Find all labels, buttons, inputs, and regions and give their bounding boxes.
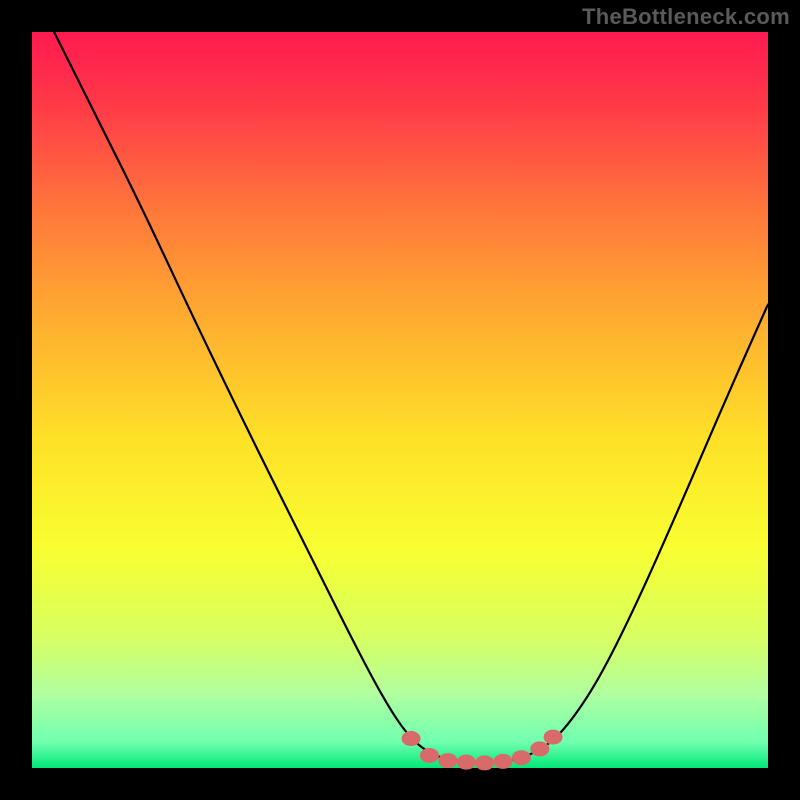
optimal-marker — [439, 754, 457, 768]
chart-container: TheBottleneck.com — [0, 0, 800, 800]
optimal-marker — [531, 742, 549, 756]
optimal-marker — [457, 755, 475, 769]
optimal-marker — [476, 756, 494, 770]
optimal-marker — [512, 751, 530, 765]
optimal-marker — [494, 754, 512, 768]
bottleneck-curve-chart — [0, 0, 800, 800]
optimal-marker — [544, 730, 562, 744]
optimal-marker — [402, 732, 420, 746]
plot-background — [32, 32, 768, 768]
optimal-marker — [420, 748, 438, 762]
